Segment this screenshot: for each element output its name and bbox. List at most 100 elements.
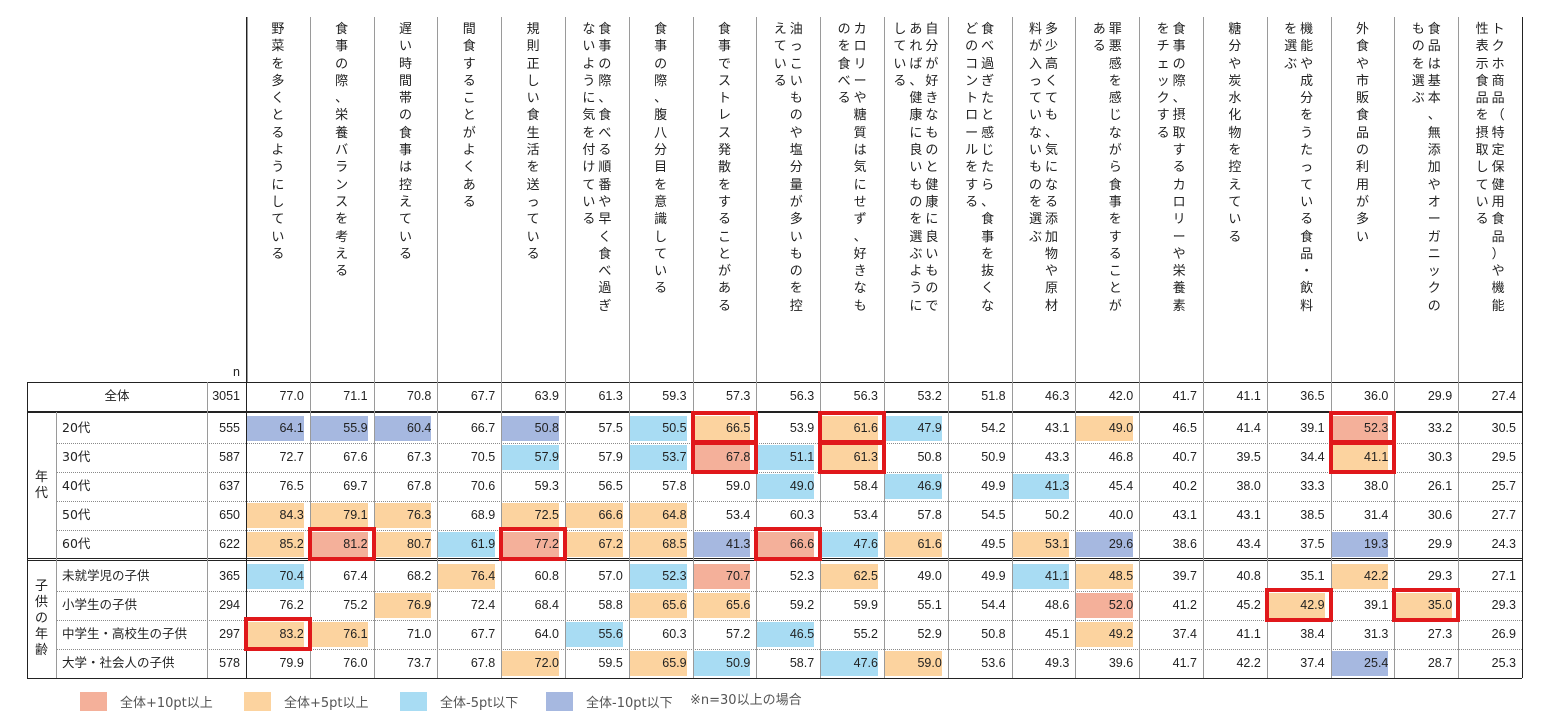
value-cell: 60.4 [373,414,438,443]
value-cell: 65.6 [692,591,757,620]
value-cell: 59.3 [662,389,687,403]
column-header-line: 罪悪感を感じながら食事をすることが [1108,22,1122,314]
value-cell: 72.4 [470,598,496,612]
value-cell: 50.8 [981,627,1006,641]
column-header-line: を選ぶ [1284,22,1298,72]
table-border-bottom [27,678,1522,679]
value-cell: 51.8 [981,389,1006,403]
value-cell: 50.8 [501,414,565,443]
value-cell: 49.0 [1075,414,1139,443]
value-cell: 58.4 [853,479,878,493]
value-cell: 53.9 [789,421,815,435]
legend-label-plus5: 全体+5pt以上 [284,695,369,711]
group-label: 年代 [34,469,48,501]
row-n: 365 [219,569,240,583]
column-header: カロリーや糖質は気にせず、好きなものを食べる [820,17,884,382]
value-cell: 61.6 [884,530,948,559]
value-cell: 48.6 [1045,598,1070,612]
value-cell: 29.3 [1427,569,1453,583]
value-cell: 43.3 [1045,450,1070,464]
value-cell: 46.3 [1045,389,1070,403]
column-divider [310,17,311,678]
column-divider [884,17,885,678]
value-cell: 19.3 [1330,530,1395,559]
row-label: 20代 [62,420,91,435]
row-n: 622 [219,537,240,551]
value-cell: 57.8 [917,508,942,522]
value-cell: 40.0 [1108,508,1134,522]
value-cell: 52.0 [1075,591,1139,620]
column-header-line: 自分が好きなものと健康に良いもので [925,22,939,314]
value-cell: 55.6 [565,620,629,649]
column-header-line: トクホ商品（特定保健用食品）や機能 [1491,22,1505,314]
value-cell: 83.2 [246,620,310,649]
row-divider [56,591,1522,592]
value-cell: 52.3 [1330,414,1395,443]
row-label: 30代 [62,449,91,464]
row-divider [56,472,1522,473]
value-cell: 26.1 [1427,479,1453,493]
column-header-line: 規則正しい食生活を送っている [526,22,540,262]
highlight-box [1392,588,1461,622]
value-cell: 27.4 [1491,389,1516,403]
value-cell: 29.6 [1075,530,1139,559]
value-cell: 50.9 [692,649,757,678]
n-header: n [207,17,246,382]
value-cell: 85.2 [246,530,310,559]
column-header-line: 外食や市販食品の利用が多い [1355,22,1369,245]
value-cell: 38.6 [1172,537,1197,551]
value-cell: 57.9 [501,443,565,472]
value-cell: 67.8 [407,479,432,493]
value-cell: 41.3 [1011,472,1076,501]
value-cell: 76.9 [373,591,438,620]
row-label: 未就学児の子供 [62,568,150,583]
column-divider [693,17,694,678]
column-divider [756,17,757,678]
column-header: 外食や市販食品の利用が多い [1331,17,1395,382]
row-n: 294 [219,598,240,612]
value-cell: 42.9 [1266,591,1331,620]
highlight-box [1264,588,1333,622]
legend-label-minus5: 全体-5pt以下 [440,695,519,711]
value-cell: 40.2 [1172,479,1197,493]
value-cell: 65.9 [628,649,693,678]
highlight-box [690,440,759,474]
value-cell: 71.1 [343,389,368,403]
legend-item-plus5: 全体+5pt以上 [244,690,369,712]
value-cell: 64.0 [534,627,559,641]
value-cell: 31.3 [1364,627,1389,641]
value-cell: 25.3 [1491,656,1516,670]
column-header: 食事の際、食べる順番や早く食べ過ぎないように気を付けている [565,17,629,382]
value-cell: 55.9 [309,414,374,443]
column-header-line: のを食べる [837,22,851,107]
value-cell: 47.9 [884,414,948,443]
value-cell: 64.8 [628,501,693,530]
value-cell: 41.4 [1236,421,1261,435]
value-cell: 53.4 [726,508,751,522]
value-cell: 24.3 [1491,537,1516,551]
legend-swatch-minus5 [400,691,427,711]
value-cell: 35.1 [1300,569,1325,583]
value-cell: 36.0 [1364,389,1389,403]
value-cell: 42.0 [1108,389,1134,403]
value-cell: 41.3 [692,530,757,559]
value-cell: 50.5 [628,414,693,443]
value-cell: 58.7 [789,656,815,670]
column-divider [948,17,949,678]
column-header-line: 食べ過ぎたと感じたら、食事を抜くな [981,22,995,314]
row-n: 555 [219,421,240,435]
value-cell: 67.6 [343,450,368,464]
value-cell: 30.5 [1491,421,1516,435]
value-cell: 67.7 [470,389,496,403]
value-cell: 53.1 [1011,530,1076,559]
value-cell: 66.6 [756,530,820,559]
column-header-line: をチェックする [1156,22,1170,141]
column-divider [1267,17,1268,678]
value-cell: 76.0 [343,656,368,670]
row-n: 297 [219,627,240,641]
value-cell: 80.7 [373,530,438,559]
value-cell: 56.5 [598,479,623,493]
value-cell: 37.5 [1300,537,1325,551]
column-header-line: 野菜を多くとるようにしている [271,22,285,262]
column-header-line: カロリーや糖質は気にせず、好きなも [853,22,867,314]
